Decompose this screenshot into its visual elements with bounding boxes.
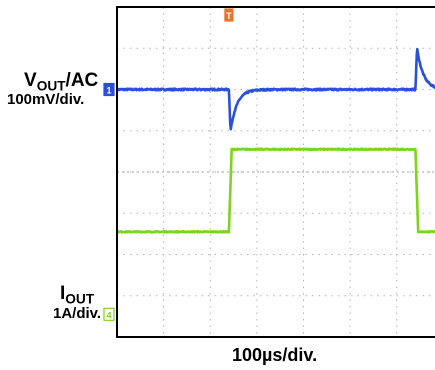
- ch4-marker-box: [103, 307, 115, 321]
- grid: [117, 7, 435, 337]
- iout-channel-label: IOUT: [60, 283, 94, 306]
- trigger-marker-box: [224, 8, 234, 22]
- ch1-marker-box: [103, 82, 115, 97]
- iout-scale-label: 1A/div.: [53, 305, 102, 322]
- vout-trace: [115, 47, 435, 131]
- vout-channel-label: VOUT/AC: [24, 70, 98, 93]
- ch4-marker-text: 4: [106, 310, 111, 320]
- vout-scale-label: 100mV/div.: [7, 91, 85, 108]
- iout-trace: [116, 147, 435, 234]
- vout-symbol: V: [24, 70, 37, 91]
- trigger-marker-text: T: [226, 11, 232, 21]
- iout-subscript: OUT: [65, 291, 95, 307]
- vout-subscript: OUT: [36, 78, 66, 94]
- ch1-marker-text: 1: [106, 86, 111, 96]
- x-axis-label: 100µs/div.: [232, 345, 318, 365]
- vout-coupling: /AC: [65, 70, 99, 91]
- traces: [115, 47, 435, 234]
- plot-frame: [116, 6, 435, 338]
- markers: 1 4 T: [103, 8, 234, 321]
- iout-symbol: I: [60, 283, 66, 304]
